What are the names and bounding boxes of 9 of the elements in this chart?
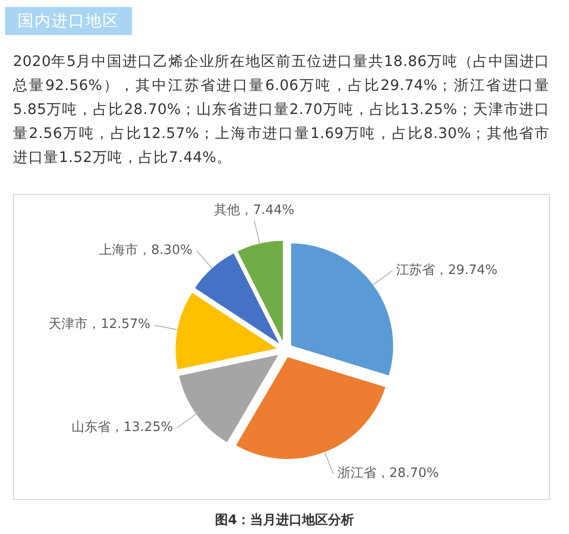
text: 2020年5月中国进口乙烯企业所在地区前五位进口量共18.86万吨（占中国进口总量92.56%），其中江苏省进口量6.06万吨，占比29.74%；浙江省进口量5.85万吨，占比28.70%；山东省进口量2.70万吨，占比13.25%；天津市进口量2.56万吨，占比12.57%；上海市进口量1.69万吨，占比8.30%；其他省市进口量1.52万吨，占比7.44%。 [13,53,550,168]
text: 图4：当月进口地区分析 [214,512,356,529]
slice-label: 江苏省，29.74% [396,262,498,279]
slice-label: 浙江省，28.70% [337,464,439,482]
slice-label: 上海市，8.30% [99,242,192,259]
slice-label: 天津市，12.57% [48,316,150,334]
text: 国内进口地区 [5,7,132,35]
slice-label: 其他，7.44% [214,202,294,219]
slice-label: 山东省，13.25% [72,418,174,436]
